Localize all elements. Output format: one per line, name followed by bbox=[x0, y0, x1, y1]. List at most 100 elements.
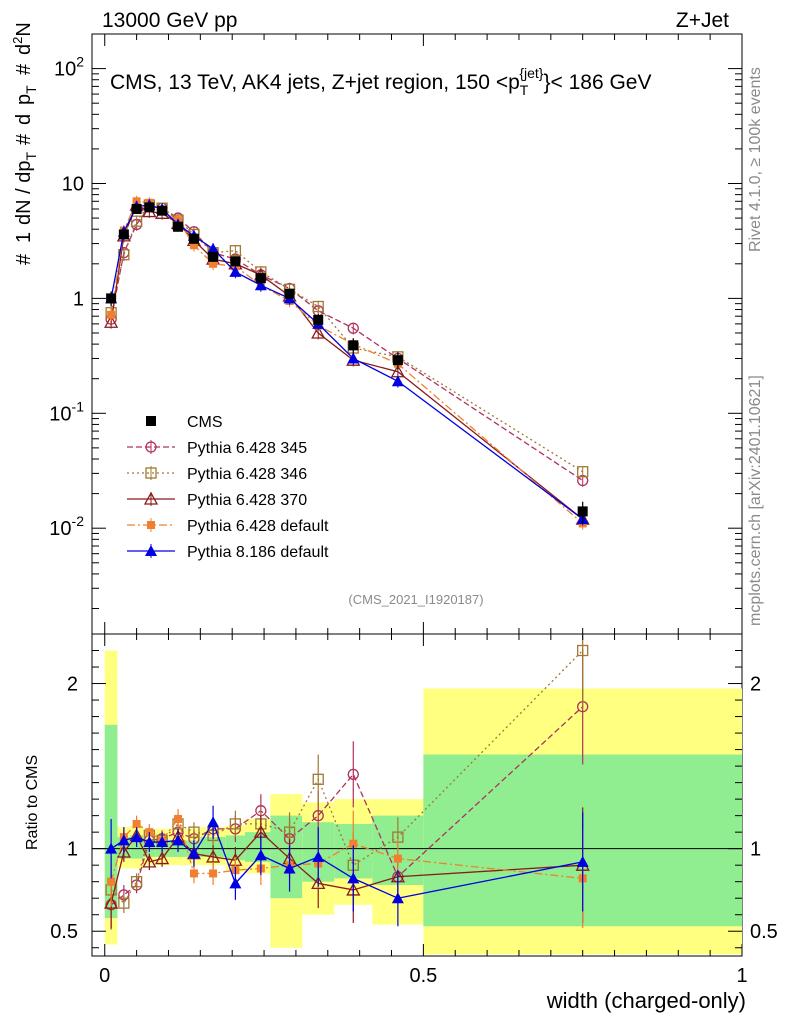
main-point bbox=[208, 251, 219, 262]
ratio-y-tick-label: 1 bbox=[67, 839, 78, 861]
legend-marker bbox=[143, 491, 159, 505]
ratio-point bbox=[132, 819, 141, 828]
header-right: Z+Jet bbox=[676, 9, 729, 32]
x-tick-label: 0.5 bbox=[409, 965, 437, 987]
main-point bbox=[254, 279, 267, 291]
legend-label: Pythia 6.428 346 bbox=[187, 466, 307, 483]
y-tick-label: 1 bbox=[73, 288, 84, 310]
legend-marker bbox=[146, 416, 156, 426]
y-tick-label: 10 bbox=[62, 173, 84, 195]
band-green bbox=[270, 815, 303, 899]
y-axis-label-main: # 1 dN / dpT # d pT # d2N bbox=[10, 22, 39, 265]
ratio-y-tick-label: 0.5 bbox=[50, 921, 78, 943]
main-point bbox=[229, 245, 242, 257]
ratio-y-tick-label-right: 2 bbox=[750, 674, 761, 696]
ratio-point bbox=[156, 836, 169, 848]
ratio-point bbox=[229, 818, 242, 830]
analysis-tag: (CMS_2021_I1920187) bbox=[348, 592, 483, 607]
main-point bbox=[311, 325, 326, 339]
y-tick-label: 10-1 bbox=[49, 398, 84, 425]
main-series-layer bbox=[104, 195, 590, 530]
svg-text:#: # bbox=[13, 63, 35, 75]
ratio-point bbox=[155, 851, 170, 865]
ratio-point bbox=[312, 809, 324, 822]
ratio-point bbox=[576, 855, 589, 867]
ratio-point bbox=[347, 768, 359, 781]
main-point bbox=[104, 314, 119, 328]
ratio-point bbox=[312, 850, 325, 862]
y-tick-label: 102 bbox=[54, 54, 84, 81]
main-point bbox=[347, 352, 360, 364]
ratio-point bbox=[187, 847, 200, 859]
main-point bbox=[157, 205, 168, 216]
main-point bbox=[130, 215, 143, 227]
main-point bbox=[189, 241, 198, 250]
svg-text:pT: pT bbox=[13, 85, 39, 105]
ratio-point bbox=[118, 897, 130, 909]
ratio-point bbox=[283, 826, 296, 838]
x-axis-label: width (charged-only) bbox=[546, 988, 746, 1013]
ratio-point bbox=[311, 875, 326, 889]
ratio-point bbox=[189, 869, 198, 878]
ratio-y-axis-label: Ratio to CMS bbox=[24, 755, 41, 850]
main-point bbox=[173, 221, 184, 232]
legend-label: Pythia 6.428 370 bbox=[187, 492, 307, 509]
main-point bbox=[131, 203, 142, 214]
legend-label: CMS bbox=[187, 414, 223, 431]
legend-label: Pythia 6.428 default bbox=[187, 518, 329, 535]
svg-text:#: # bbox=[13, 133, 35, 145]
legend-label: Pythia 8.186 default bbox=[187, 544, 329, 561]
legend-marker bbox=[145, 441, 157, 453]
svg-text:dN / dpT: dN / dpT bbox=[13, 152, 39, 225]
main-point bbox=[207, 242, 220, 254]
ratio-point bbox=[391, 892, 404, 904]
x-tick-label: 0 bbox=[99, 965, 110, 987]
ratio-point bbox=[188, 826, 200, 838]
ratio-point bbox=[143, 836, 156, 848]
ratio-y-tick-label-right: 1 bbox=[750, 839, 761, 861]
main-point bbox=[209, 259, 218, 268]
ratio-point bbox=[312, 773, 324, 785]
ratio-point bbox=[130, 876, 143, 888]
main-point bbox=[255, 273, 266, 284]
main-point bbox=[391, 375, 404, 387]
main-point bbox=[577, 466, 589, 478]
main-point bbox=[392, 355, 403, 366]
y-tick-label: 10-2 bbox=[49, 513, 84, 540]
main-point bbox=[118, 229, 129, 240]
legend-label: Pythia 6.428 345 bbox=[187, 440, 307, 457]
main-point bbox=[348, 340, 359, 351]
svg-text:d2N: d2N bbox=[10, 22, 35, 55]
ratio-point bbox=[393, 854, 402, 863]
legend-marker bbox=[145, 545, 157, 556]
ratio-point bbox=[283, 862, 296, 874]
rivet-label: Rivet 4.1.0, ≥ 100k events bbox=[747, 67, 764, 252]
header-left: 13000 GeV pp bbox=[102, 9, 237, 32]
ratio-point bbox=[174, 814, 183, 823]
ratio-y-tick-label-right: 0.5 bbox=[750, 921, 778, 943]
main-point bbox=[106, 293, 117, 304]
legend: CMS Pythia 6.428 345 Pythia 6.428 346 Pythi… bbox=[127, 414, 329, 561]
ratio-series-layer bbox=[104, 634, 590, 930]
main-point bbox=[347, 322, 359, 334]
svg-text:d: d bbox=[13, 114, 35, 125]
ratio-point bbox=[116, 844, 131, 858]
main-line bbox=[110, 204, 584, 520]
ratio-point bbox=[117, 834, 130, 846]
x-tick-label: 1 bbox=[736, 965, 747, 987]
ratio-uncertainty-bands bbox=[104, 650, 742, 955]
main-point bbox=[144, 202, 155, 213]
main-line bbox=[110, 200, 584, 524]
legend-marker bbox=[145, 467, 157, 479]
main-point bbox=[577, 506, 588, 517]
ratio-point bbox=[107, 877, 116, 886]
ratio-point bbox=[577, 644, 589, 657]
ratio-point bbox=[349, 839, 358, 848]
main-point bbox=[312, 300, 324, 313]
ratio-point bbox=[172, 834, 185, 846]
main-point bbox=[230, 256, 241, 267]
main-point bbox=[229, 265, 242, 277]
legend-marker bbox=[147, 521, 155, 529]
